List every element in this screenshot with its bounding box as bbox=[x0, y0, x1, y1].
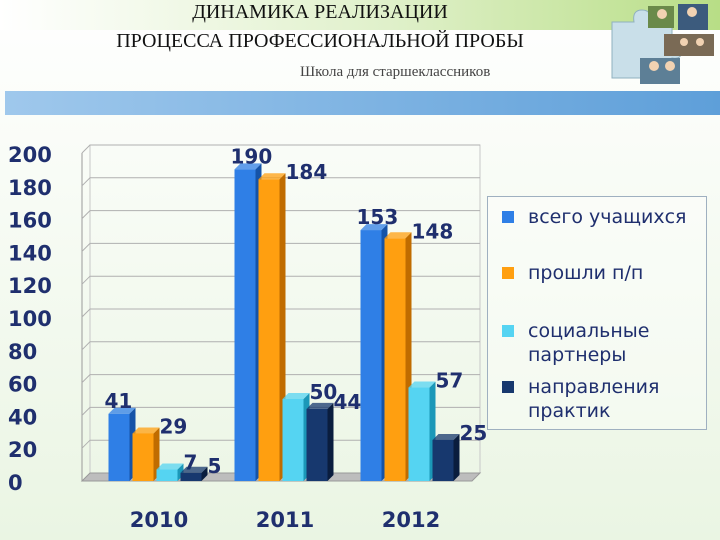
bar bbox=[108, 413, 130, 481]
gridline bbox=[81, 406, 480, 416]
bar-side bbox=[453, 434, 460, 481]
header-blue-bar bbox=[5, 91, 720, 115]
data-label: 41 bbox=[105, 389, 133, 413]
bar-side bbox=[153, 427, 160, 481]
page-title-line1: ДИНАМИКА РЕАЛИЗАЦИИ bbox=[192, 1, 448, 23]
bar-top bbox=[360, 224, 388, 231]
y-tick-label: 140 bbox=[8, 241, 52, 265]
bar-top bbox=[156, 463, 184, 470]
gridline bbox=[81, 308, 480, 318]
bar-side bbox=[201, 466, 208, 481]
legend-swatch-total bbox=[502, 211, 514, 223]
y-tick-label: 100 bbox=[8, 307, 52, 331]
bar-side bbox=[327, 402, 334, 481]
bar-top bbox=[234, 163, 262, 170]
bar-top bbox=[408, 381, 436, 388]
chart-legend: всего учащихся прошли п/п социальные пар… bbox=[487, 196, 707, 430]
bar bbox=[408, 387, 430, 481]
gridline bbox=[81, 144, 480, 154]
bar-top bbox=[384, 232, 412, 239]
y-tick-label: 160 bbox=[8, 209, 52, 233]
bar bbox=[432, 440, 454, 481]
x-tick-label: 2011 bbox=[256, 508, 314, 532]
bar-side bbox=[177, 463, 184, 481]
x-tick-label: 2010 bbox=[130, 508, 188, 532]
y-tick-label: 0 bbox=[8, 471, 23, 495]
gridline bbox=[81, 374, 480, 383]
bar bbox=[180, 472, 202, 481]
bar-top bbox=[282, 393, 310, 399]
bar-top bbox=[108, 407, 136, 414]
y-tick-label: 40 bbox=[8, 405, 37, 429]
puzzle-people-icon bbox=[611, 4, 714, 84]
legend-label-practices: направления практик bbox=[528, 376, 660, 422]
header-green-band bbox=[0, 0, 720, 30]
bar-top bbox=[258, 173, 286, 180]
data-label: 190 bbox=[231, 144, 273, 168]
bar bbox=[306, 408, 328, 481]
data-label: 25 bbox=[460, 421, 488, 445]
page-subtitle: Школа для старшеклассников bbox=[300, 64, 491, 80]
legend-label-passed: прошли п/п bbox=[528, 262, 644, 284]
data-label: 5 bbox=[208, 454, 222, 478]
gridline bbox=[81, 439, 480, 449]
x-tick-label: 2012 bbox=[382, 508, 440, 532]
bar bbox=[282, 399, 304, 481]
bar-top bbox=[132, 427, 160, 434]
bar bbox=[384, 238, 406, 481]
page-title-line2: ПРОЦЕССА ПРОФЕССИОНАЛЬНОЙ ПРОБЫ bbox=[116, 30, 524, 52]
gridline bbox=[81, 242, 480, 252]
gridline bbox=[81, 341, 480, 351]
bar bbox=[234, 169, 256, 481]
bar bbox=[360, 230, 382, 481]
y-tick-label: 200 bbox=[8, 143, 52, 167]
gridline bbox=[81, 210, 480, 219]
data-label: 148 bbox=[412, 219, 454, 243]
legend-swatch-practices bbox=[502, 381, 514, 393]
bar-top bbox=[180, 466, 208, 473]
data-label: 184 bbox=[286, 160, 328, 184]
bar-top bbox=[432, 434, 460, 440]
data-label: 153 bbox=[357, 205, 399, 229]
bar bbox=[132, 433, 154, 481]
header: ДИНАМИКА РЕАЛИЗАЦИИ ПРОЦЕССА ПРОФЕССИОНА… bbox=[0, 0, 720, 88]
data-label: 29 bbox=[160, 414, 188, 438]
legend-label-partners: социальные партнеры bbox=[528, 320, 650, 366]
legend-swatch-partners bbox=[502, 325, 514, 337]
y-tick-label: 80 bbox=[8, 340, 37, 364]
y-tick-label: 180 bbox=[8, 176, 52, 200]
bar-top bbox=[306, 402, 334, 409]
gridline bbox=[81, 275, 480, 285]
y-tick-label: 20 bbox=[8, 438, 37, 462]
y-tick-label: 60 bbox=[8, 373, 37, 397]
bar bbox=[258, 179, 280, 482]
data-label: 44 bbox=[334, 390, 362, 414]
legend-label-total: всего учащихся bbox=[528, 206, 687, 228]
y-tick-label: 120 bbox=[8, 274, 52, 298]
data-label: 50 bbox=[310, 380, 338, 404]
legend-swatch-passed bbox=[502, 267, 514, 279]
gridline bbox=[81, 177, 480, 187]
bar bbox=[156, 469, 178, 481]
data-label: 57 bbox=[436, 369, 464, 393]
